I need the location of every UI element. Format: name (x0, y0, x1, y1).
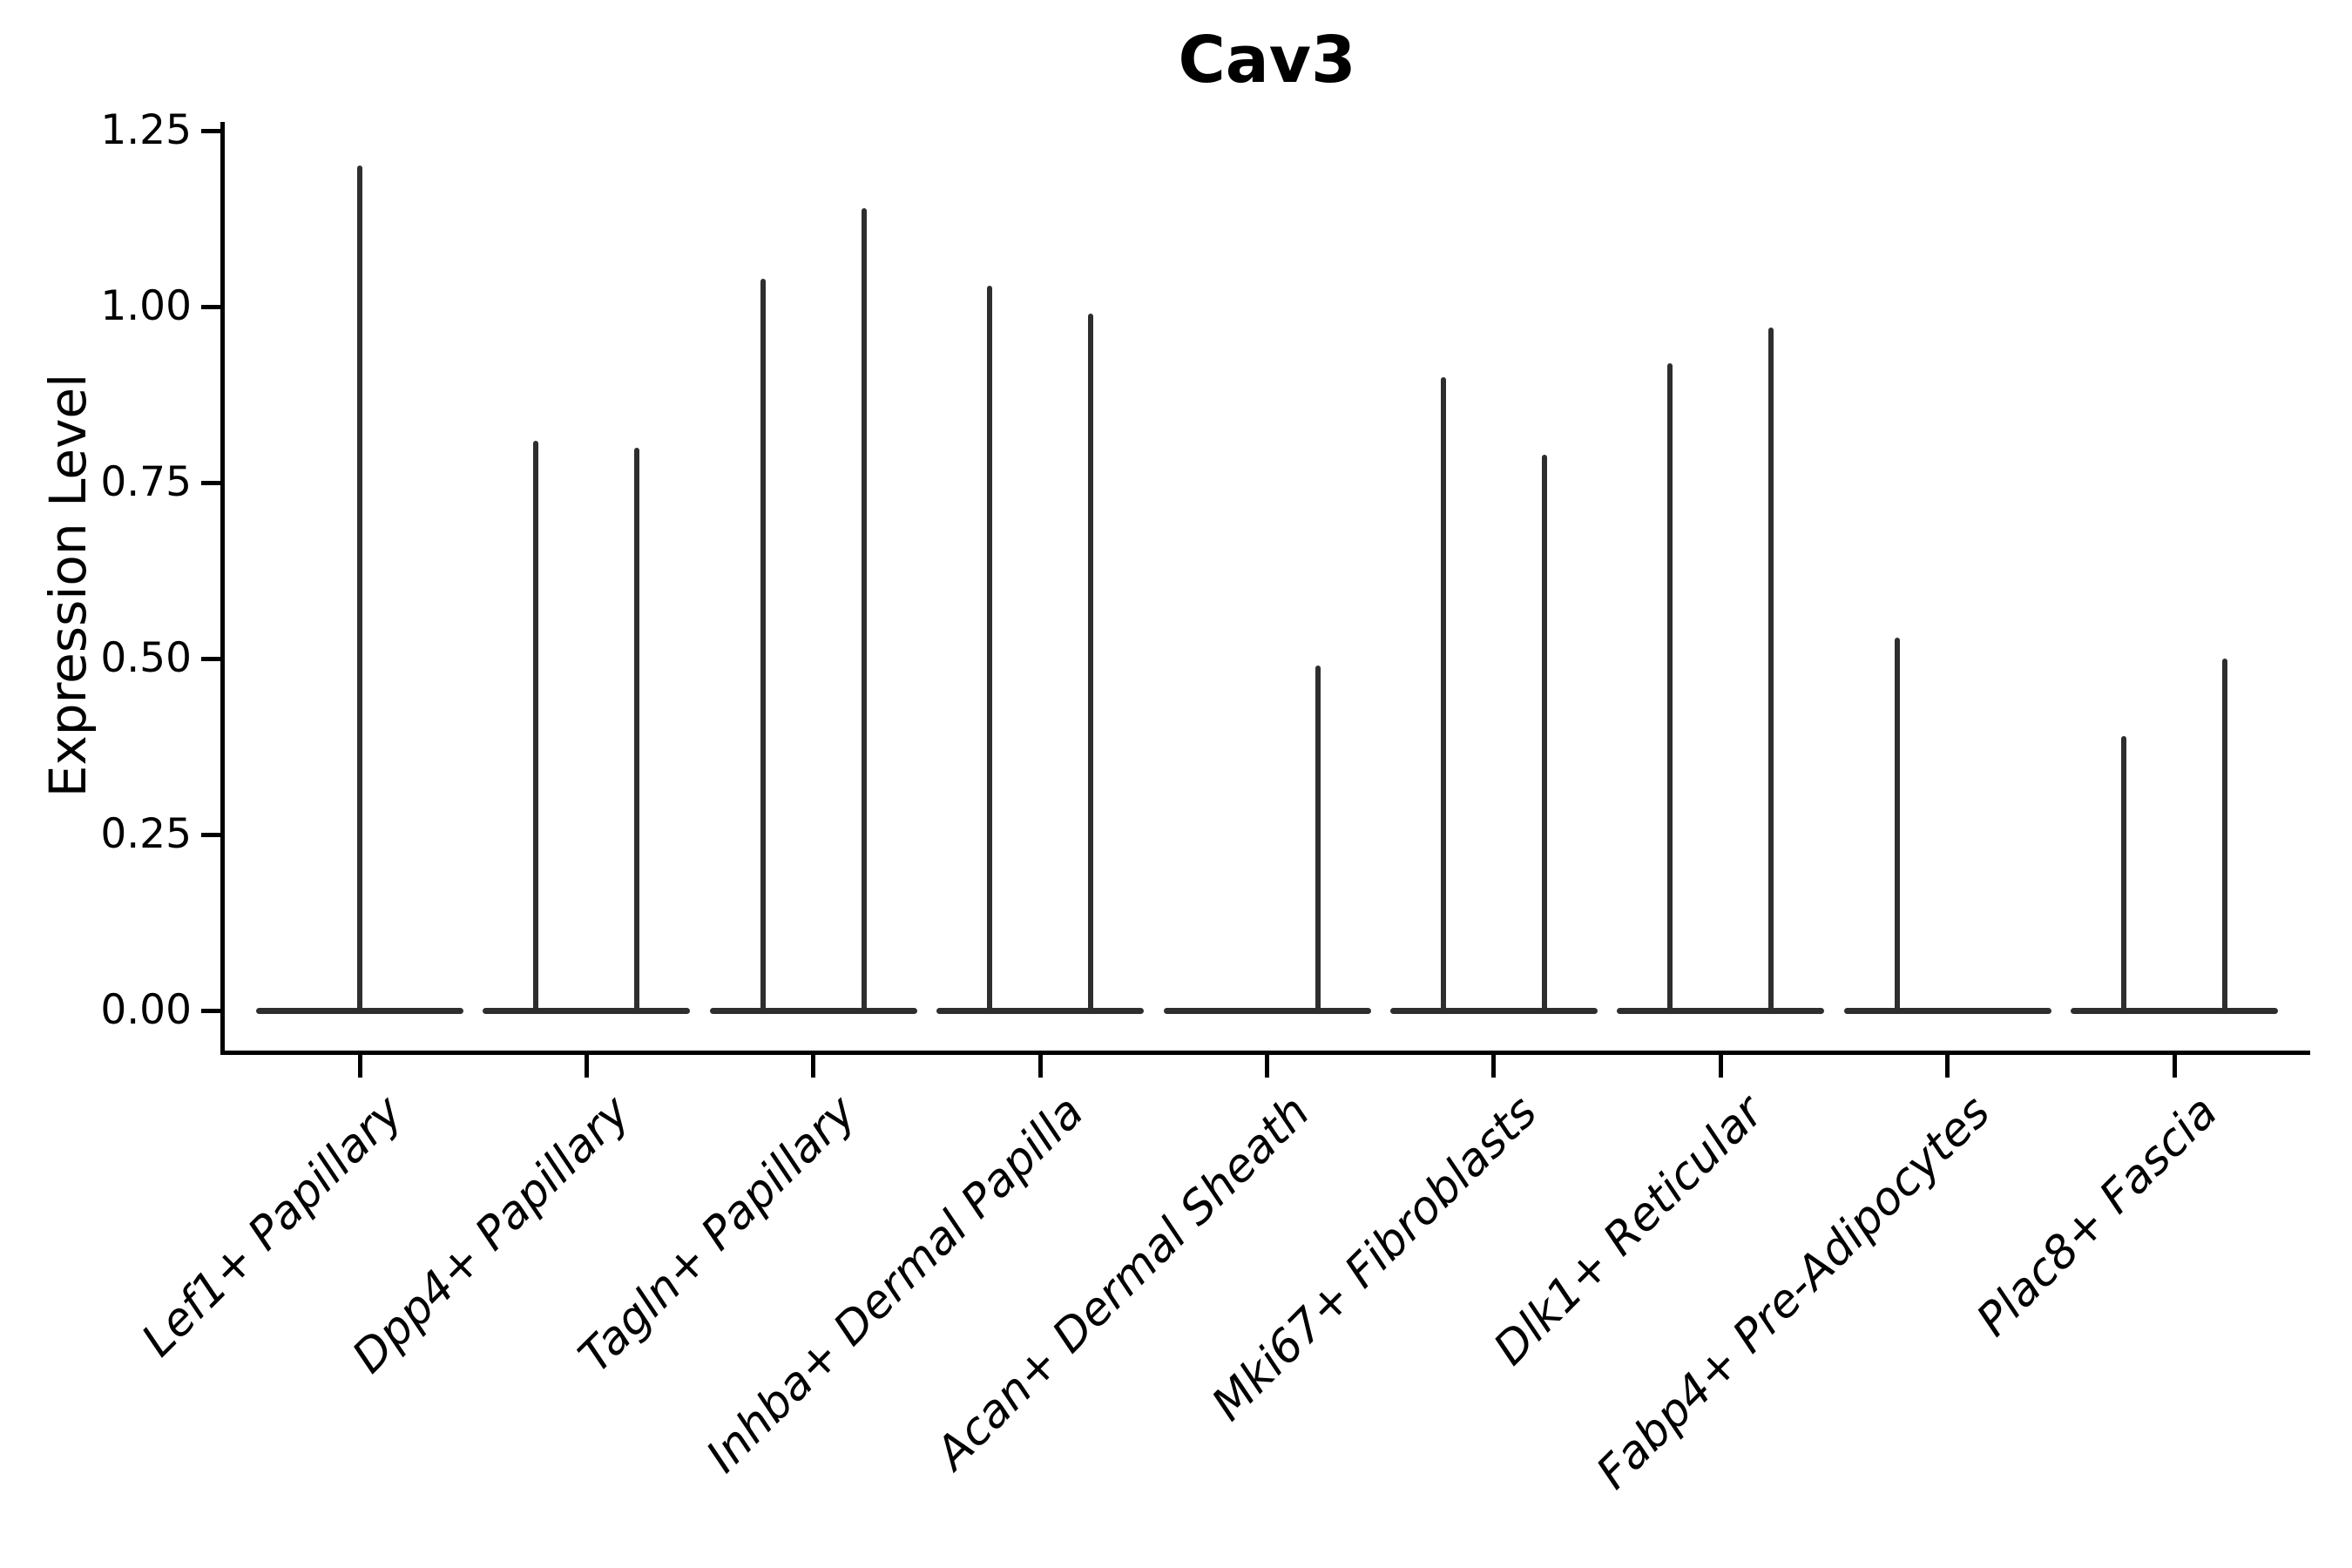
violin-spike (533, 440, 539, 1010)
violin-spike (1315, 666, 1321, 1010)
violin-spike (987, 285, 993, 1010)
violin-spike (1894, 637, 1900, 1010)
violin-body (2071, 1007, 2278, 1014)
y-tickmark (201, 480, 224, 485)
x-tickmark (584, 1055, 589, 1078)
violin-body (1389, 1007, 1598, 1014)
y-tickmark (201, 832, 224, 837)
violin-spike (1541, 454, 1547, 1010)
x-tickmark (811, 1055, 816, 1078)
violin-body (483, 1007, 691, 1014)
x-tickmark (1037, 1055, 1043, 1078)
y-axis-label: Expression Level (38, 373, 98, 798)
x-tickmark (1718, 1055, 1723, 1078)
chart-title: Cav3 (1178, 23, 1356, 98)
x-tick-label: Plac8+ Fascia (1966, 1085, 2228, 1347)
violin-spike (357, 166, 362, 1010)
y-tickmark (201, 656, 224, 661)
y-tickmark (201, 128, 224, 133)
x-tickmark (357, 1055, 362, 1078)
violin-spike (2121, 735, 2126, 1010)
violin-body (256, 1007, 463, 1014)
violin-spike (861, 207, 867, 1010)
x-tickmark (1265, 1055, 1269, 1078)
violin-spike (1667, 362, 1673, 1010)
x-tick-label: Fabp4+ Pre-Adipocytes (1587, 1085, 2001, 1500)
violin-body (1843, 1007, 2051, 1014)
violin-body (936, 1007, 1145, 1014)
bottom-spine (220, 1051, 2310, 1055)
violin-spike (1440, 376, 1446, 1010)
violin-body (1617, 1007, 1825, 1014)
violin-spike (1088, 314, 1094, 1010)
y-tick-label: 1.25 (100, 106, 192, 154)
violin-spike (634, 447, 640, 1010)
violin-body (1163, 1007, 1371, 1014)
violin-spike (2222, 659, 2227, 1010)
x-tick-label: Acan+ Dermal Sheath (926, 1085, 1321, 1480)
y-tick-label: 0.25 (100, 810, 192, 858)
x-tickmark (2172, 1055, 2177, 1078)
x-tick-label: Inhba+ Dermal Papilla (696, 1085, 1094, 1484)
y-tickmark (201, 304, 224, 309)
x-tickmark (1491, 1055, 1497, 1078)
y-tick-label: 0.00 (100, 986, 192, 1034)
violin-body (709, 1007, 917, 1014)
violin-spike (1768, 328, 1774, 1010)
violin-spike (760, 278, 766, 1010)
y-tick-label: 0.75 (100, 458, 192, 506)
y-tick-label: 0.50 (100, 634, 192, 682)
y-tick-label: 1.00 (100, 282, 192, 330)
x-tickmark (1945, 1055, 1950, 1078)
y-tickmark (201, 1008, 224, 1013)
left-spine (220, 122, 225, 1055)
